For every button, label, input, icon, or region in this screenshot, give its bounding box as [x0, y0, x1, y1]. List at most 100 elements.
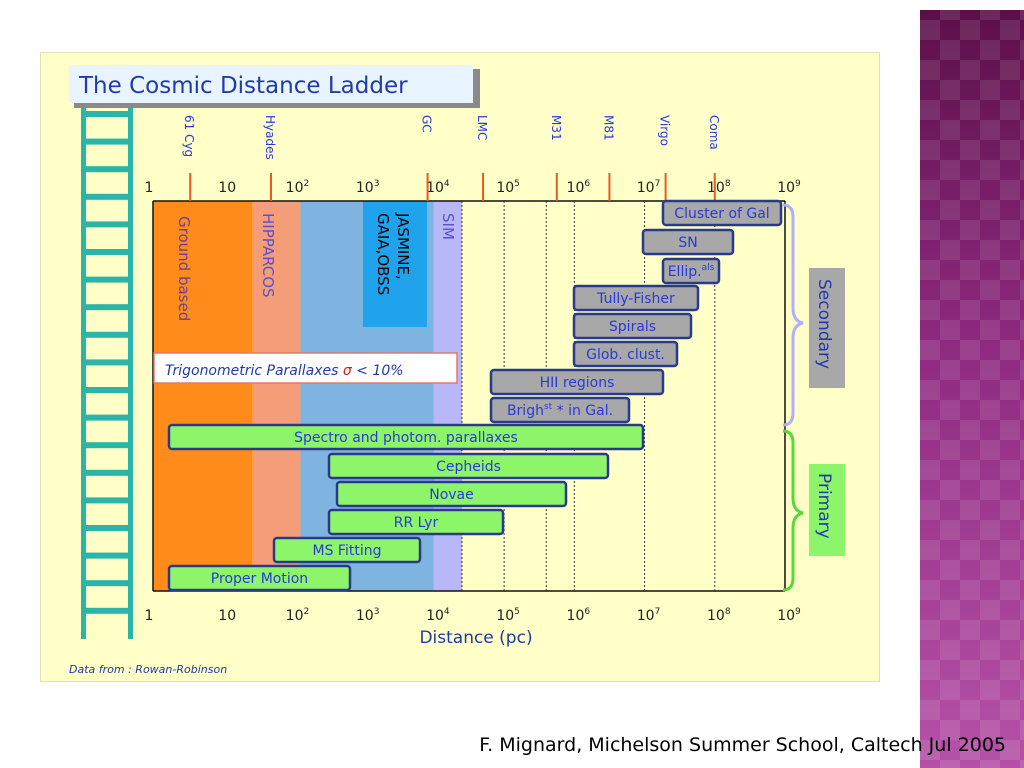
- secondary-bar: [572, 284, 700, 312]
- title-box: [69, 65, 473, 103]
- secondary-bar-label: Brighst * in Gal.: [507, 402, 613, 419]
- ladder-rung: [86, 221, 128, 228]
- top-tick-label: 102: [286, 179, 310, 196]
- primary-bar-label: Novae: [429, 487, 474, 503]
- hipparcos-label: HIPPARCOS: [259, 213, 277, 298]
- secondary-bar-label: Glob. clust.: [586, 347, 665, 363]
- primary-label-box: [809, 464, 845, 556]
- ladder-rung: [86, 387, 128, 393]
- top-tick-label: 1: [145, 180, 154, 196]
- bottom-tick-label: 10: [218, 608, 236, 624]
- secondary-bar-label: Cluster of Gal: [674, 206, 769, 222]
- landmark-label: 61 Cyg: [182, 115, 196, 157]
- bottom-tick-label: 102: [286, 607, 310, 624]
- jasmine-label: JASMINE,: [394, 212, 412, 280]
- ladder-rung: [86, 414, 128, 421]
- ladder-rung: [86, 276, 128, 283]
- region-ground-based: [153, 201, 253, 591]
- primary-bar: [167, 564, 352, 592]
- primary-bar-label: Cepheids: [436, 459, 501, 475]
- ladder-rung: [86, 166, 128, 173]
- top-tick-label: 104: [426, 179, 450, 196]
- secondary-label-box: [809, 268, 845, 388]
- primary-bar-label: Proper Motion: [211, 571, 308, 587]
- brace-secondary: [782, 203, 804, 427]
- secondary-label: Secondary: [814, 279, 834, 369]
- cosmic-distance-ladder-diagram: The Cosmic Distance Ladder Ground based HI…: [69, 65, 845, 676]
- primary-bar: [272, 536, 422, 564]
- ladder-rung: [86, 249, 128, 255]
- landmark-label: GC: [420, 115, 434, 133]
- parallax-box: [153, 352, 458, 384]
- primary-bar-label: MS Fitting: [313, 543, 382, 559]
- secondary-bar: [489, 396, 631, 424]
- bottom-tick-label: 106: [567, 607, 591, 624]
- top-tick-label: 109: [777, 179, 801, 196]
- footer-credit: F. Mignard, Michelson Summer School, Cal…: [479, 734, 1006, 756]
- primary-bar-label: Spectro and photom. parallaxes: [294, 430, 518, 446]
- top-tick-label: 107: [637, 179, 661, 196]
- landmark-label: M31: [549, 115, 563, 141]
- ladder-rung: [86, 525, 128, 531]
- landmark-label: LMC: [475, 115, 489, 140]
- ladder-rung: [86, 359, 128, 366]
- ladder-rung: [86, 331, 128, 338]
- diagram-title: The Cosmic Distance Ladder: [78, 73, 408, 99]
- secondary-bar: [572, 340, 679, 368]
- landmark-label: Virgo: [658, 115, 672, 146]
- secondary-bar: [661, 199, 783, 227]
- top-tick-label: 108: [707, 179, 731, 196]
- primary-bar: [327, 452, 610, 480]
- ladder-rung: [86, 138, 128, 145]
- bottom-tick-label: 104: [426, 607, 450, 624]
- ladder-rung: [86, 442, 128, 449]
- gaia-obss-label: GAIA,OBSS: [374, 213, 392, 295]
- diagram-slide: The Cosmic Distance Ladder Ground based HI…: [40, 52, 880, 682]
- bottom-tick-label: 109: [777, 607, 801, 624]
- bottom-tick-label: 103: [356, 607, 380, 624]
- primary-bar: [327, 508, 505, 536]
- secondary-bar: [661, 257, 721, 285]
- decorative-top-gap: [912, 0, 1024, 10]
- secondary-bar: [572, 312, 693, 340]
- bottom-tick-label: 107: [637, 607, 661, 624]
- secondary-bar-label: Spirals: [609, 319, 656, 335]
- brace-primary: [782, 429, 804, 592]
- bottom-tick-label: 105: [496, 607, 520, 624]
- landmark-label: M81: [601, 115, 615, 141]
- bottom-tick-label: 1: [145, 608, 154, 624]
- secondary-bar-label: Ellip.als: [668, 263, 715, 280]
- landmark-label: Hyades: [263, 115, 277, 160]
- bottom-tick-label: 108: [707, 607, 731, 624]
- landmark-label: Coma: [707, 115, 721, 150]
- primary-bar: [335, 480, 568, 508]
- ladder-rung: [86, 552, 128, 559]
- top-tick-label: 105: [496, 179, 520, 196]
- top-tick-label: 106: [567, 179, 591, 196]
- ladder-rung: [86, 304, 128, 311]
- primary-label: Primary: [814, 473, 834, 539]
- secondary-bar: [641, 228, 735, 256]
- decorative-bottom-gap: [912, 720, 920, 768]
- ladder-rail-left: [81, 101, 86, 639]
- region-hipparcos: [252, 201, 301, 591]
- ladder-rung: [86, 193, 128, 200]
- secondary-bar-label: SN: [678, 235, 697, 251]
- ladder-rail-right: [128, 101, 133, 639]
- top-tick-label: 10: [218, 180, 236, 196]
- axis-label: Distance (pc): [419, 628, 532, 648]
- parallax-text: Trigonometric Parallaxes σ < 10%: [165, 363, 404, 379]
- sim-label: SIM: [439, 213, 457, 240]
- ladder-rung: [86, 580, 128, 587]
- source-note: Data from : Rowan-Robinson: [69, 663, 227, 676]
- secondary-bar: [489, 368, 665, 396]
- ladder-rung: [86, 497, 128, 504]
- ladder-rung: [86, 469, 128, 476]
- decorative-side-band: [920, 0, 1024, 768]
- ground-based-label: Ground based: [175, 216, 193, 321]
- ladder-rung: [86, 111, 128, 117]
- top-tick-label: 103: [356, 179, 380, 196]
- region-jasmine-gaia-obss: [363, 201, 427, 327]
- ladder-rung: [86, 607, 128, 614]
- primary-bar: [167, 423, 645, 451]
